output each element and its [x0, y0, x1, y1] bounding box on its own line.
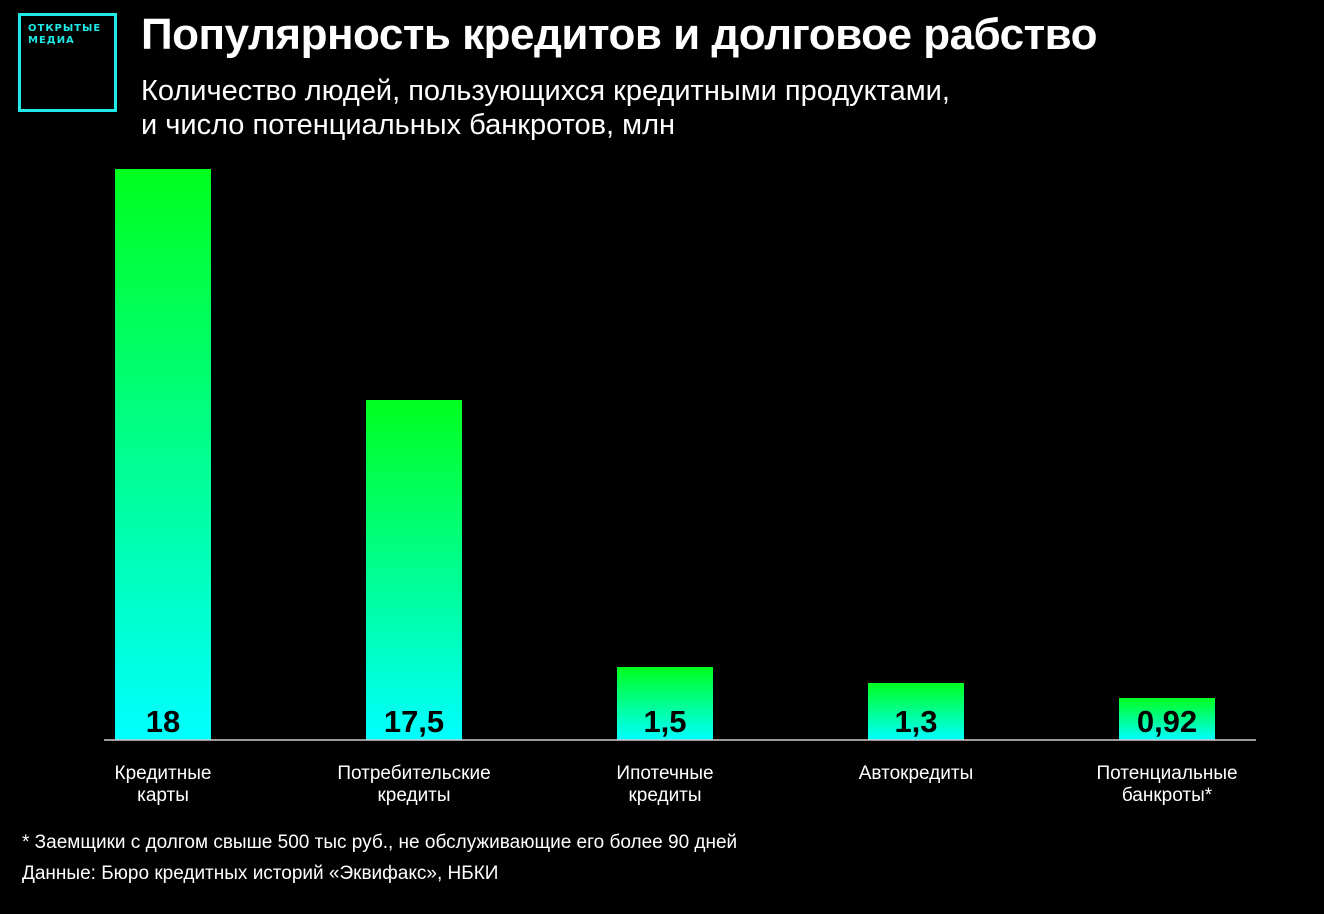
category-label-3-line-1: Ипотечные [616, 763, 713, 784]
category-label-3: Ипотечные кредиты [616, 763, 713, 806]
category-label-1-line-2: карты [137, 785, 189, 806]
chart-subtitle: Количество людей, пользующихся кредитным… [141, 74, 1141, 142]
category-label-2: Потребительские кредиты [337, 763, 490, 806]
chart-title: Популярность кредитов и долговое рабство [141, 10, 1098, 59]
footnote: * Заемщики с долгом свыше 500 тыс руб., … [22, 832, 738, 853]
bar-5 [1119, 698, 1215, 740]
bar-value-label-2: 17,5 [384, 704, 444, 739]
bar-value-label-4: 1,3 [894, 704, 937, 739]
logo-text: ОТКРЫТЫЕ МЕДИА [28, 23, 101, 47]
category-label-4: Автокредиты [859, 763, 974, 784]
subtitle-line-2: и число потенциальных банкротов, млн [141, 109, 676, 141]
category-label-2-line-1: Потребительские [337, 763, 490, 784]
bar-1 [115, 169, 211, 740]
subtitle-line-1: Количество людей, пользующихся кредитным… [141, 75, 950, 107]
bar-value-label-5: 0,92 [1137, 704, 1197, 739]
source-note: Данные: Бюро кредитных историй «Эквифакс… [22, 863, 499, 884]
category-label-3-line-2: кредиты [628, 785, 701, 806]
category-label-1: Кредитные карты [115, 763, 212, 806]
logo: ОТКРЫТЫЕ МЕДИА [18, 13, 117, 112]
category-label-1-line-1: Кредитные [115, 763, 212, 784]
category-label-5: Потенциальные банкроты* [1096, 763, 1237, 806]
category-label-5-line-2: банкроты* [1122, 785, 1213, 806]
category-label-2-line-2: кредиты [377, 785, 450, 806]
bar-4 [868, 683, 964, 740]
bar-2 [366, 400, 462, 740]
category-label-5-line-1: Потенциальные [1096, 763, 1237, 784]
bars-group: 18 17,5 1,5 1,3 0,92 [115, 169, 1215, 740]
logo-line-2: МЕДИА [28, 35, 75, 46]
bar-3 [617, 667, 713, 740]
category-label-4-line-1: Автокредиты [859, 763, 974, 784]
logo-line-1: ОТКРЫТЫЕ [28, 23, 102, 34]
bar-value-label-1: 18 [146, 704, 180, 739]
bar-value-label-3: 1,5 [643, 704, 686, 739]
